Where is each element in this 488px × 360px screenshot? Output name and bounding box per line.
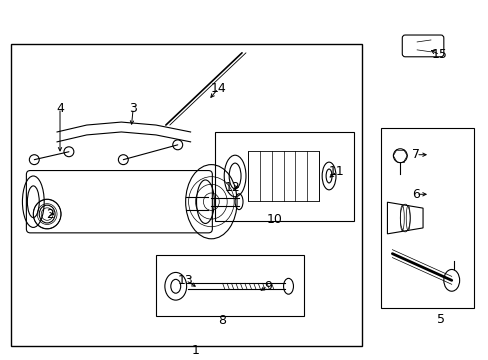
Text: 3: 3 — [129, 102, 137, 115]
Text: 11: 11 — [328, 165, 344, 178]
Text: 1: 1 — [191, 344, 199, 357]
Text: 14: 14 — [210, 82, 225, 95]
Bar — [247, 151, 319, 201]
Bar — [215, 132, 353, 221]
Text: 7: 7 — [411, 148, 419, 161]
Text: 4: 4 — [56, 102, 64, 115]
Text: 6: 6 — [411, 188, 419, 201]
Bar — [380, 128, 473, 308]
Text: 9: 9 — [263, 280, 271, 293]
Text: 15: 15 — [431, 48, 447, 61]
Text: 10: 10 — [266, 212, 282, 225]
Text: 5: 5 — [436, 314, 444, 327]
Text: 2: 2 — [46, 208, 54, 221]
Text: 13: 13 — [178, 274, 193, 287]
Bar — [156, 255, 304, 316]
Text: 8: 8 — [218, 314, 226, 327]
Text: 12: 12 — [224, 181, 240, 194]
Bar — [11, 44, 361, 346]
